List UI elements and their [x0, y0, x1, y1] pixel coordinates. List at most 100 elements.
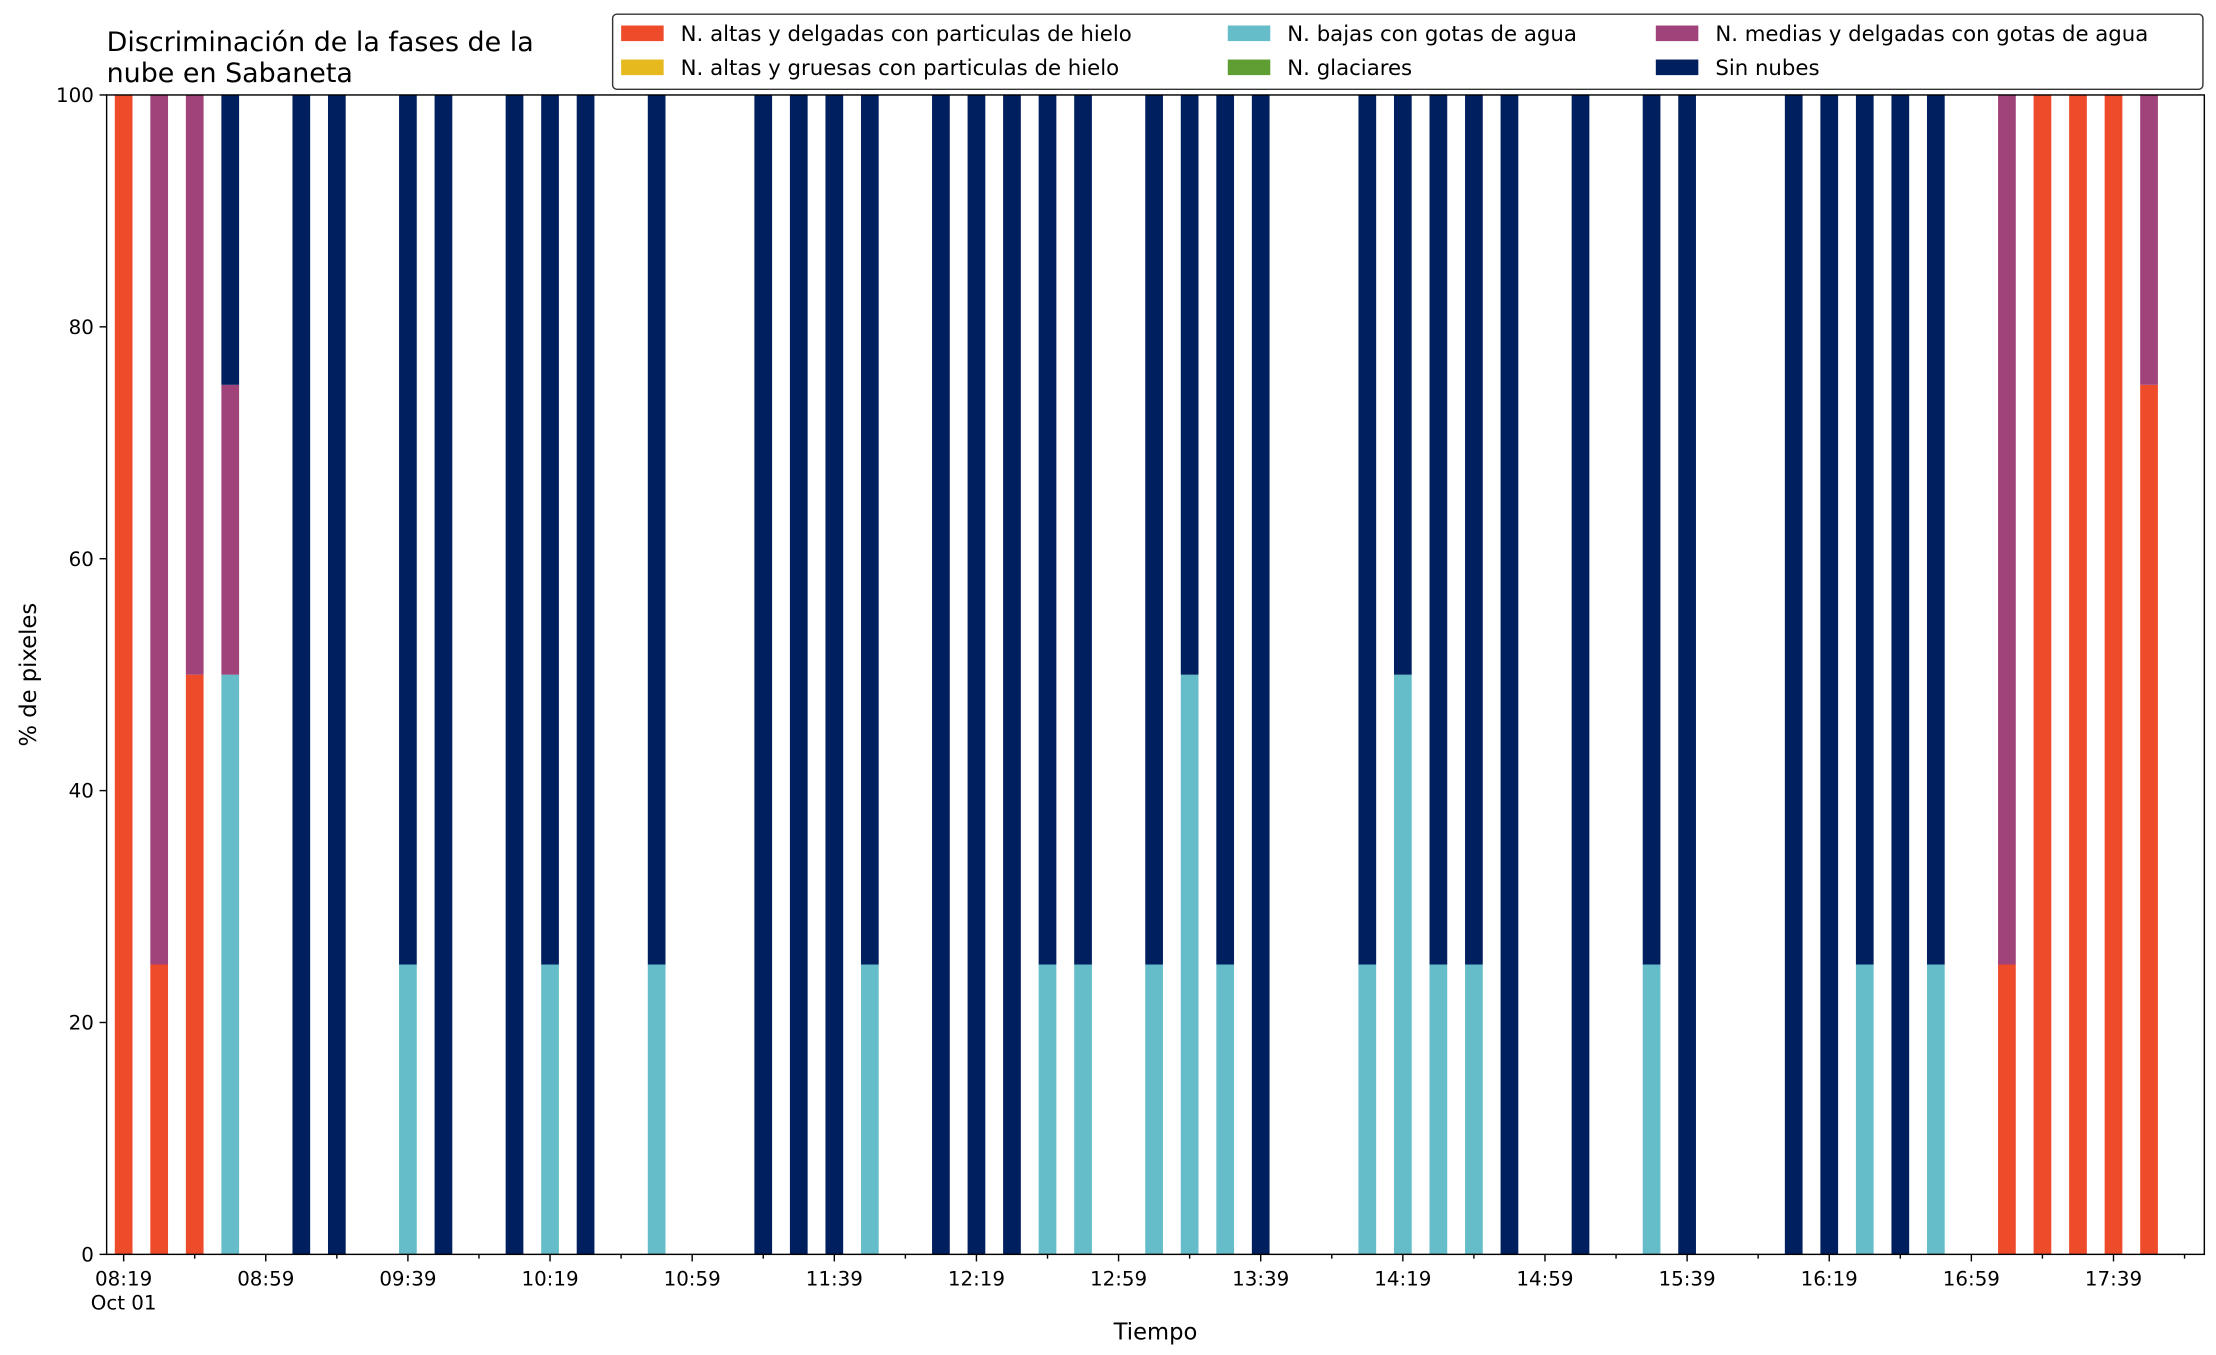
bar-segment — [932, 94, 950, 1255]
bar-segment — [1678, 94, 1696, 1255]
bar-segment — [1820, 94, 1839, 1255]
x-tick-label: 11:39 — [806, 1268, 863, 1291]
bar-segment — [1145, 94, 1163, 965]
x-tick-label: 12:19 — [948, 1268, 1005, 1291]
x-tick-label: 15:39 — [1659, 1268, 1716, 1291]
bar-segment — [1855, 964, 1874, 1255]
bar-segment — [860, 94, 879, 965]
bar-segment — [1074, 964, 1092, 1255]
bar-segment — [967, 94, 986, 1255]
bar-segment — [221, 674, 240, 1255]
bar-segment — [1074, 94, 1092, 965]
bar-segment — [114, 94, 133, 1255]
bar-segment — [1465, 964, 1483, 1255]
legend-label: N. altas y delgadas con particulas de hi… — [681, 22, 1132, 47]
bar-segment — [1642, 964, 1661, 1255]
bar-segment — [1571, 94, 1590, 1255]
bar-segment — [576, 94, 595, 1255]
bar-segment — [150, 964, 169, 1255]
bar-segment — [541, 94, 559, 965]
bar-segment — [292, 94, 311, 1255]
bar-segment — [1393, 94, 1412, 675]
bar-segment — [1429, 964, 1448, 1255]
y-tick-label: 100 — [56, 84, 94, 107]
y-axis-label: % de pixeles — [16, 603, 42, 747]
bar-segment — [221, 94, 240, 385]
bar-segment — [1251, 94, 1270, 1255]
legend-swatch — [621, 25, 664, 42]
legend-label: N. medias y delgadas con gotas de agua — [1715, 22, 2148, 47]
legend-swatch — [1655, 59, 1699, 76]
legend-label: N. glaciares — [1287, 56, 1412, 81]
bar-segment — [2104, 94, 2123, 1255]
bar-segment — [1465, 94, 1483, 965]
x-date-label: Oct 01 — [91, 1292, 157, 1315]
chart-title: Discriminación de la fases de la — [107, 27, 534, 58]
bar-segment — [1216, 964, 1235, 1255]
y-tick-label: 60 — [69, 548, 94, 571]
bar-segment — [1145, 964, 1163, 1255]
legend-label: N. altas y gruesas con particulas de hie… — [681, 56, 1120, 81]
bar-segment — [505, 94, 524, 1255]
bar-segment — [2033, 94, 2052, 1255]
legend-swatch — [1227, 25, 1271, 42]
bar-segment — [1926, 964, 1945, 1255]
chart-title: nube en Sabaneta — [107, 58, 353, 89]
x-axis-label: Tiempo — [1113, 1319, 1198, 1345]
bar-segment — [150, 94, 169, 965]
bar-segment — [647, 94, 666, 965]
bar-segment — [2140, 384, 2158, 1255]
bar-segment — [1998, 964, 2016, 1255]
bar-segment — [2069, 94, 2087, 1255]
bar-segment — [399, 94, 417, 965]
x-tick-label: 17:39 — [2085, 1268, 2142, 1291]
bar-segment — [327, 94, 346, 1255]
y-tick-label: 80 — [69, 316, 94, 339]
bar-segment — [1891, 94, 1910, 1255]
bar-segment — [2140, 94, 2158, 385]
bar-segment — [1180, 94, 1199, 675]
y-tick-label: 0 — [81, 1243, 94, 1266]
x-tick-label: 14:19 — [1374, 1268, 1431, 1291]
bar-segment — [1393, 674, 1412, 1255]
legend: N. altas y delgadas con particulas de hi… — [611, 13, 2204, 91]
bar-segment — [1784, 94, 1803, 1255]
bar-segment — [221, 384, 240, 675]
bar-segment — [1038, 94, 1057, 965]
bar-segment — [1500, 94, 1519, 1255]
y-tick-label: 40 — [69, 780, 94, 803]
bar-segment — [1216, 94, 1235, 965]
bar-segment — [1180, 674, 1199, 1255]
bar-segment — [185, 674, 204, 1255]
bar-segment — [1038, 964, 1057, 1255]
x-tick-label: 16:59 — [1943, 1268, 2000, 1291]
x-tick-label: 08:59 — [237, 1268, 294, 1291]
x-tick-label: 14:59 — [1516, 1268, 1573, 1291]
bar-segment — [647, 964, 666, 1255]
y-tick-label: 20 — [69, 1012, 94, 1035]
bar-segment — [754, 94, 773, 1255]
x-tick-label: 12:59 — [1090, 1268, 1147, 1291]
x-tick-label: 09:39 — [379, 1268, 436, 1291]
legend-swatch — [1655, 25, 1699, 42]
bar-segment — [1855, 94, 1874, 965]
bar-segment — [434, 94, 453, 1255]
legend-label: Sin nubes — [1715, 56, 1819, 81]
x-tick-label: 10:59 — [664, 1268, 721, 1291]
bar-segment — [1926, 94, 1945, 965]
bar-segment — [399, 964, 417, 1255]
bar-segment — [860, 964, 879, 1255]
bar-segment — [1429, 94, 1448, 965]
bar-segment — [1003, 94, 1021, 1255]
x-tick-label: 08:19 — [95, 1268, 152, 1291]
bar-segment — [825, 94, 844, 1255]
x-tick-label: 16:19 — [1801, 1268, 1858, 1291]
legend-swatch — [621, 59, 664, 76]
bar-segment — [185, 94, 204, 675]
plot-frame — [105, 94, 2206, 1256]
bar-segment — [1642, 94, 1661, 965]
bar-segment — [541, 964, 559, 1255]
legend-label: N. bajas con gotas de agua — [1287, 22, 1577, 47]
legend-swatch — [1227, 59, 1271, 76]
